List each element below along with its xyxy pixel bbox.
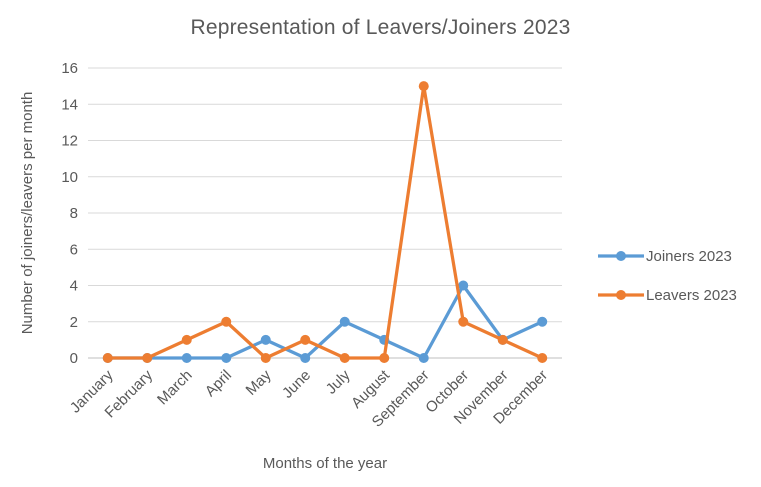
y-tick-label: 6	[70, 241, 78, 258]
x-tick-label: June	[279, 367, 314, 402]
y-tick-labels: 0 2 4 6 8 10 12 14 16	[61, 60, 78, 367]
x-tick-label: July	[323, 366, 354, 397]
legend-marker	[616, 251, 626, 261]
data-point	[537, 316, 548, 327]
data-point	[221, 316, 232, 327]
data-point	[339, 353, 350, 363]
y-tick-label: 14	[61, 96, 78, 113]
series-line	[106, 84, 544, 360]
legend-label: Joiners 2023	[646, 248, 732, 265]
data-point	[418, 81, 429, 92]
y-tick-label: 2	[70, 314, 78, 331]
x-tick-label: March	[154, 367, 195, 408]
legend-label: Leavers 2023	[646, 287, 737, 304]
x-axis-title: Months of the year	[263, 455, 387, 472]
data-point	[221, 353, 232, 363]
x-tick-label: May	[243, 366, 275, 398]
data-point	[142, 353, 153, 363]
data-point	[102, 353, 113, 363]
data-point	[181, 353, 192, 363]
y-tick-label: 8	[70, 205, 78, 222]
data-point	[379, 353, 390, 363]
data-point	[181, 334, 192, 345]
data-point	[260, 334, 271, 345]
y-tick-label: 12	[61, 133, 78, 150]
data-point	[300, 334, 311, 345]
x-tick-label: April	[202, 367, 235, 400]
data-point	[458, 316, 469, 327]
legend-item: Joiners 2023	[598, 248, 732, 265]
data-point	[537, 353, 548, 363]
y-tick-label: 0	[70, 350, 78, 367]
y-axis-title: Number of joiners/leavers per month	[19, 92, 36, 335]
legend: Joiners 2023 Leavers 2023	[598, 248, 737, 304]
data-point	[339, 316, 350, 327]
data-point	[458, 280, 469, 291]
data-point	[497, 334, 508, 345]
legend-marker	[616, 290, 626, 300]
y-tick-label: 16	[61, 60, 78, 77]
data-point	[300, 353, 311, 363]
gridlines	[88, 67, 562, 359]
legend-item: Leavers 2023	[598, 287, 737, 304]
chart-title: Representation of Leavers/Joiners 2023	[190, 16, 571, 39]
data-point	[418, 353, 429, 363]
series-line	[106, 283, 544, 360]
y-tick-label: 4	[70, 278, 78, 295]
series-leavers-2023	[102, 81, 548, 363]
data-point	[260, 353, 271, 363]
y-tick-label: 10	[61, 169, 78, 186]
